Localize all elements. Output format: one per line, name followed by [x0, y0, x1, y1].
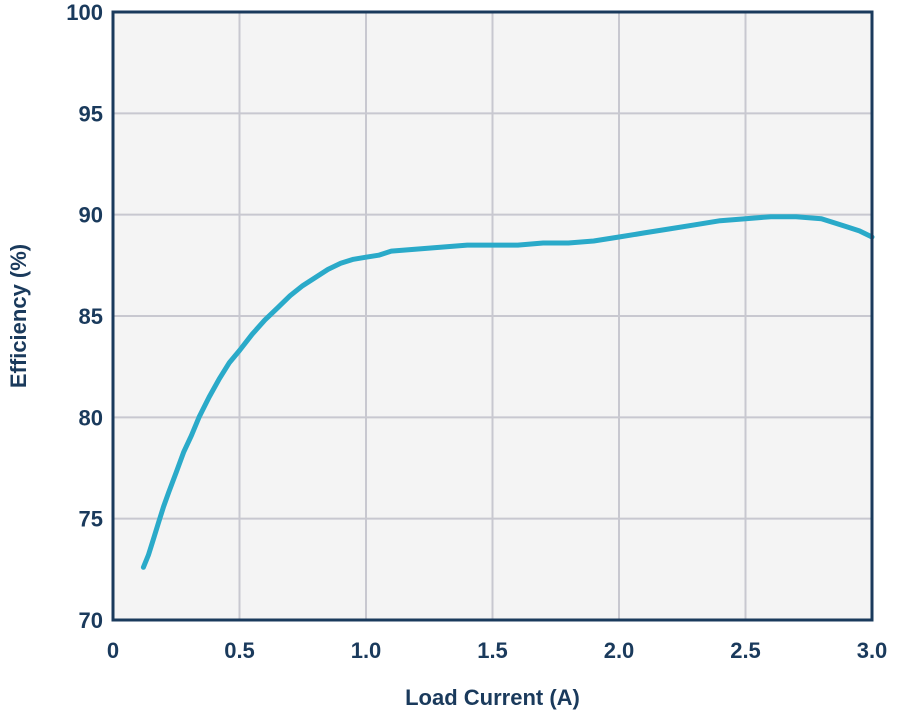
y-axis-label: Efficiency (%)	[6, 244, 31, 388]
x-axis-label: Load Current (A)	[405, 685, 580, 710]
x-tick-label: 1.5	[477, 638, 508, 663]
plot-frame	[111, 10, 874, 622]
y-tick-labels: 70 75 80 85 90 95 100	[66, 0, 103, 633]
y-tick-label: 95	[79, 101, 103, 126]
y-tick-label: 85	[79, 304, 103, 329]
series-group	[140, 214, 875, 570]
y-tick-label: 100	[66, 0, 103, 25]
y-tick-label: 70	[79, 608, 103, 633]
grid-lines	[113, 12, 872, 620]
x-tick-label: 1.0	[351, 638, 382, 663]
x-tick-label: 3.0	[857, 638, 888, 663]
y-tick-label: 90	[79, 203, 103, 228]
x-tick-label: 2.5	[730, 638, 761, 663]
y-tick-label: 80	[79, 405, 103, 430]
efficiency-line	[140, 214, 875, 570]
x-tick-label: 0.5	[224, 638, 255, 663]
x-tick-labels: 0 0.5 1.0 1.5 2.0 2.5 3.0	[107, 638, 887, 663]
y-tick-label: 75	[79, 507, 103, 532]
x-tick-label: 2.0	[604, 638, 635, 663]
x-tick-label: 0	[107, 638, 119, 663]
